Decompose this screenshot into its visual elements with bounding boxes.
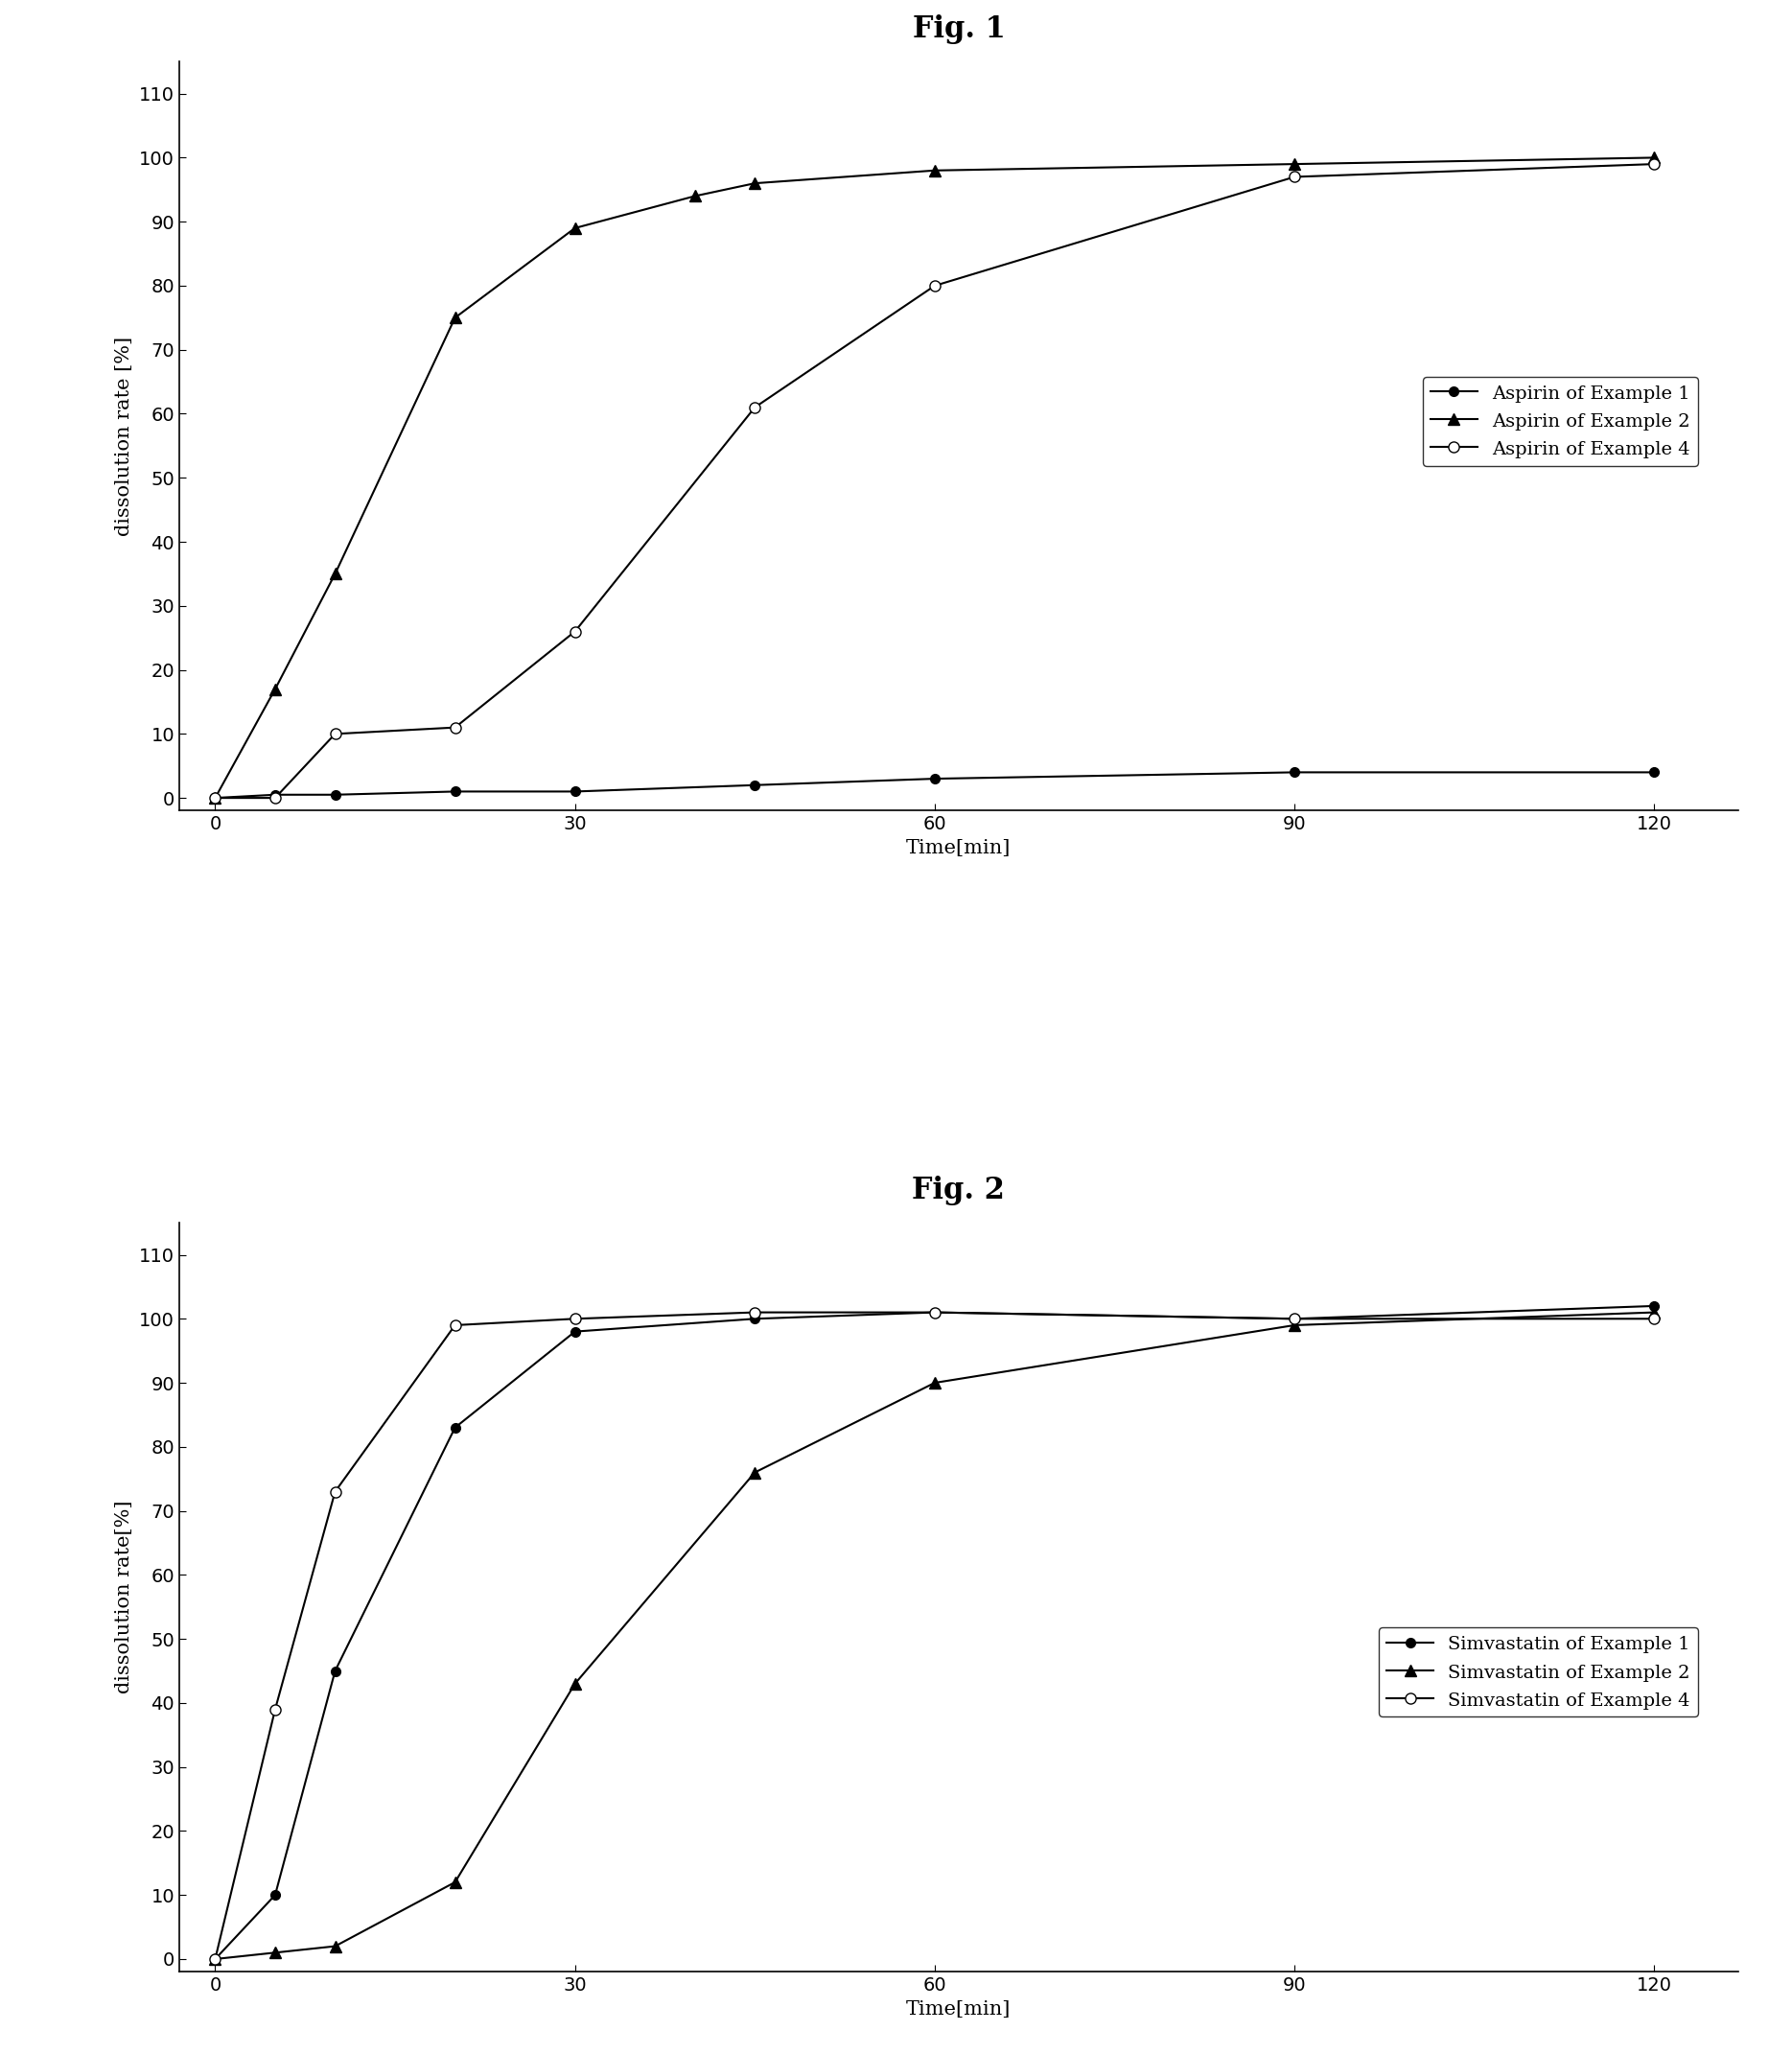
Simvastatin of Example 1 bbox=[1283, 1306, 1305, 1331]
Aspirin of Example 1 bbox=[925, 766, 946, 791]
X-axis label: Time[min]: Time[min] bbox=[907, 2001, 1011, 2019]
Simvastatin of Example 1 bbox=[444, 1415, 466, 1440]
Aspirin of Example 1 bbox=[265, 783, 287, 807]
Simvastatin of Example 1 bbox=[265, 1884, 287, 1908]
Simvastatin of Example 4 bbox=[564, 1306, 586, 1331]
Aspirin of Example 2 bbox=[204, 785, 226, 809]
Aspirin of Example 4 bbox=[204, 785, 226, 809]
Simvastatin of Example 4 bbox=[744, 1300, 765, 1325]
Simvastatin of Example 1 bbox=[564, 1319, 586, 1343]
Aspirin of Example 4 bbox=[1283, 164, 1305, 189]
Aspirin of Example 2 bbox=[265, 676, 287, 700]
Simvastatin of Example 2 bbox=[204, 1947, 226, 1972]
Title: Fig. 1: Fig. 1 bbox=[912, 14, 1005, 45]
Aspirin of Example 4 bbox=[444, 715, 466, 739]
Aspirin of Example 4 bbox=[925, 273, 946, 298]
Aspirin of Example 1 bbox=[1643, 760, 1665, 785]
Simvastatin of Example 4 bbox=[265, 1697, 287, 1721]
Aspirin of Example 1 bbox=[204, 785, 226, 809]
Simvastatin of Example 4 bbox=[1643, 1306, 1665, 1331]
Aspirin of Example 2 bbox=[1283, 152, 1305, 177]
Aspirin of Example 4 bbox=[265, 785, 287, 809]
X-axis label: Time[min]: Time[min] bbox=[907, 838, 1011, 857]
Simvastatin of Example 1 bbox=[1643, 1294, 1665, 1319]
Aspirin of Example 1 bbox=[444, 778, 466, 803]
Y-axis label: dissolution rate[%]: dissolution rate[%] bbox=[115, 1501, 134, 1695]
Simvastatin of Example 2 bbox=[925, 1370, 946, 1395]
Simvastatin of Example 4 bbox=[324, 1479, 346, 1504]
Simvastatin of Example 2 bbox=[265, 1941, 287, 1966]
Simvastatin of Example 2 bbox=[564, 1672, 586, 1697]
Simvastatin of Example 2 bbox=[744, 1460, 765, 1485]
Simvastatin of Example 2 bbox=[444, 1869, 466, 1894]
Y-axis label: dissolution rate [%]: dissolution rate [%] bbox=[115, 337, 134, 536]
Aspirin of Example 4 bbox=[564, 618, 586, 643]
Aspirin of Example 1 bbox=[324, 783, 346, 807]
Simvastatin of Example 4 bbox=[444, 1313, 466, 1337]
Line: Aspirin of Example 1: Aspirin of Example 1 bbox=[210, 768, 1659, 803]
Legend: Simvastatin of Example 1, Simvastatin of Example 2, Simvastatin of Example 4: Simvastatin of Example 1, Simvastatin of… bbox=[1380, 1627, 1697, 1717]
Aspirin of Example 1 bbox=[744, 772, 765, 797]
Line: Simvastatin of Example 4: Simvastatin of Example 4 bbox=[210, 1306, 1659, 1964]
Aspirin of Example 4 bbox=[744, 394, 765, 419]
Aspirin of Example 2 bbox=[1643, 146, 1665, 170]
Line: Aspirin of Example 4: Aspirin of Example 4 bbox=[210, 158, 1659, 803]
Aspirin of Example 4 bbox=[1643, 152, 1665, 177]
Title: Fig. 2: Fig. 2 bbox=[912, 1175, 1005, 1206]
Simvastatin of Example 1 bbox=[324, 1658, 346, 1682]
Simvastatin of Example 1 bbox=[925, 1300, 946, 1325]
Simvastatin of Example 4 bbox=[925, 1300, 946, 1325]
Simvastatin of Example 2 bbox=[324, 1935, 346, 1960]
Line: Aspirin of Example 2: Aspirin of Example 2 bbox=[210, 152, 1659, 803]
Aspirin of Example 2 bbox=[444, 306, 466, 331]
Aspirin of Example 2 bbox=[925, 158, 946, 183]
Simvastatin of Example 4 bbox=[204, 1947, 226, 1972]
Simvastatin of Example 4 bbox=[1283, 1306, 1305, 1331]
Simvastatin of Example 1 bbox=[204, 1947, 226, 1972]
Simvastatin of Example 1 bbox=[744, 1306, 765, 1331]
Aspirin of Example 1 bbox=[564, 778, 586, 803]
Aspirin of Example 2 bbox=[564, 216, 586, 240]
Line: Simvastatin of Example 2: Simvastatin of Example 2 bbox=[210, 1306, 1659, 1964]
Line: Simvastatin of Example 1: Simvastatin of Example 1 bbox=[210, 1302, 1659, 1964]
Simvastatin of Example 2 bbox=[1643, 1300, 1665, 1325]
Simvastatin of Example 2 bbox=[1283, 1313, 1305, 1337]
Aspirin of Example 2 bbox=[744, 170, 765, 195]
Legend: Aspirin of Example 1, Aspirin of Example 2, Aspirin of Example 4: Aspirin of Example 1, Aspirin of Example… bbox=[1423, 376, 1697, 466]
Aspirin of Example 4 bbox=[324, 721, 346, 746]
Aspirin of Example 1 bbox=[1283, 760, 1305, 785]
Aspirin of Example 2 bbox=[324, 561, 346, 585]
Aspirin of Example 2 bbox=[685, 183, 706, 207]
